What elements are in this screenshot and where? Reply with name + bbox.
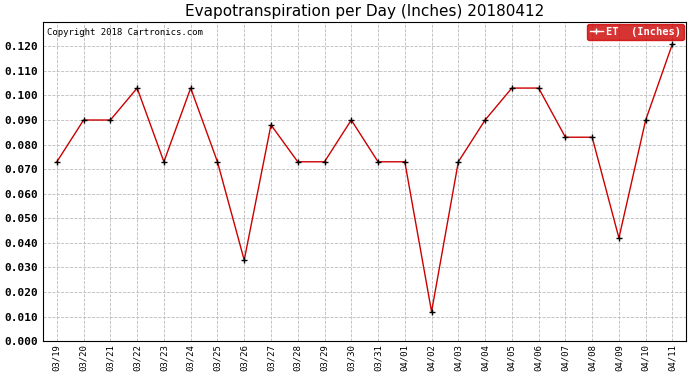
ET  (Inches) <box>642 118 650 122</box>
Legend: ET  (Inches): ET (Inches) <box>587 24 684 40</box>
ET  (Inches) <box>481 118 489 122</box>
ET  (Inches) <box>240 258 248 262</box>
ET  (Inches) <box>508 86 516 90</box>
ET  (Inches) <box>374 159 382 164</box>
Title: Evapotranspiration per Day (Inches) 20180412: Evapotranspiration per Day (Inches) 2018… <box>185 4 544 19</box>
ET  (Inches) <box>588 135 596 140</box>
ET  (Inches) <box>267 123 275 127</box>
ET  (Inches) <box>294 159 302 164</box>
ET  (Inches) <box>213 159 221 164</box>
ET  (Inches) <box>52 159 61 164</box>
ET  (Inches) <box>561 135 569 140</box>
ET  (Inches) <box>160 159 168 164</box>
ET  (Inches) <box>79 118 88 122</box>
ET  (Inches) <box>133 86 141 90</box>
ET  (Inches) <box>106 118 115 122</box>
ET  (Inches) <box>186 86 195 90</box>
ET  (Inches) <box>401 159 409 164</box>
ET  (Inches) <box>347 118 355 122</box>
Text: Copyright 2018 Cartronics.com: Copyright 2018 Cartronics.com <box>47 28 203 37</box>
Line: ET  (Inches): ET (Inches) <box>53 40 676 315</box>
ET  (Inches) <box>427 309 435 314</box>
ET  (Inches) <box>454 159 462 164</box>
ET  (Inches) <box>615 236 623 240</box>
ET  (Inches) <box>535 86 543 90</box>
ET  (Inches) <box>320 159 328 164</box>
ET  (Inches) <box>669 42 677 46</box>
